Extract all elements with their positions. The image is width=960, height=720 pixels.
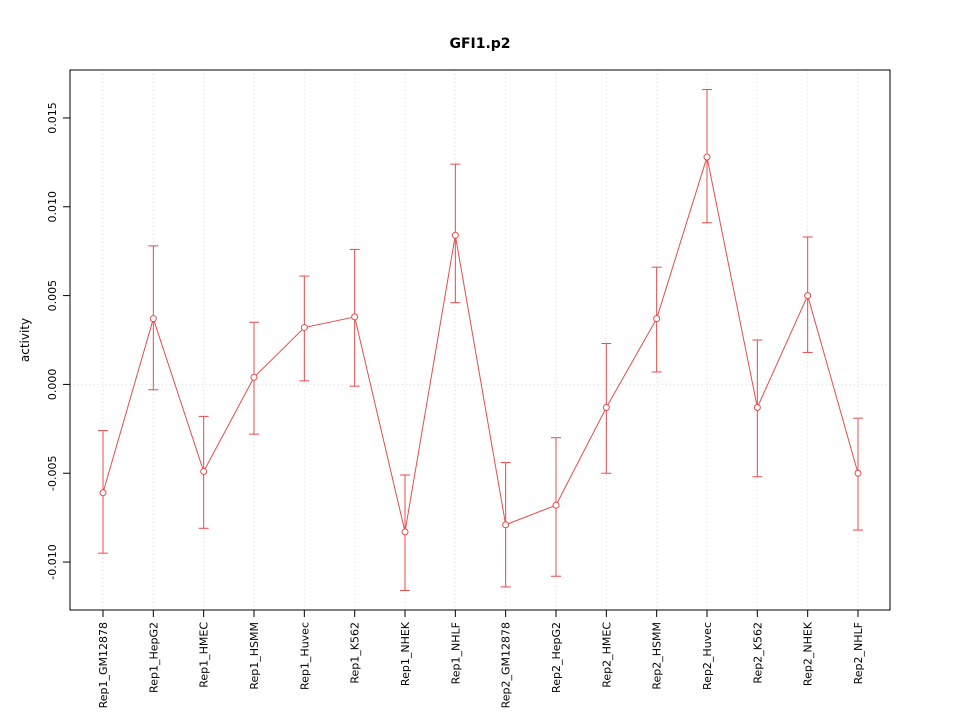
y-tick-label: 0.010	[46, 191, 59, 223]
chart-title: GFI1.p2	[449, 36, 511, 52]
data-point	[753, 404, 761, 411]
data-point	[451, 231, 459, 239]
x-tick-label: Rep1_Huvec	[298, 622, 311, 690]
y-tick-label: -0.010	[46, 544, 59, 579]
data-point	[149, 315, 157, 323]
data-point	[552, 501, 560, 509]
y-tick-label: 0.005	[46, 280, 59, 312]
x-tick-label: Rep2_NHLF	[852, 622, 865, 684]
data-point	[502, 521, 510, 529]
x-tick-label: Rep1_HepG2	[147, 622, 160, 693]
plot-box	[69, 69, 891, 611]
x-tick-label: Rep2_HepG2	[550, 622, 563, 693]
data-point	[653, 315, 661, 323]
x-tick-label: Rep2_NHEK	[802, 621, 815, 686]
data-point	[602, 404, 610, 411]
data-point	[300, 324, 308, 332]
y-tick-label: 0.015	[46, 102, 59, 134]
x-tick-label: Rep2_HSMM	[651, 622, 664, 690]
x-tick-label: Rep2_HMEC	[600, 622, 613, 688]
x-tick-label: Rep2_K562	[751, 622, 764, 684]
series-line	[102, 156, 859, 532]
y-tick-label: 0.000	[46, 369, 59, 401]
x-tick-label: Rep1_NHEK	[399, 621, 412, 686]
x-tick-label: Rep2_GM12878	[500, 622, 513, 708]
x-tick-label: Rep1_HMEC	[198, 622, 211, 688]
data-point	[351, 313, 359, 321]
data-point	[703, 153, 711, 161]
x-tick-label: Rep2_Huvec	[701, 622, 714, 690]
data-point	[854, 469, 862, 477]
x-tick-label: Rep1_K562	[349, 622, 362, 684]
y-axis-label: activity	[18, 317, 32, 363]
y-tick-label: -0.005	[46, 455, 59, 490]
x-tick-label: Rep1_HSMM	[248, 622, 261, 690]
data-point	[250, 373, 258, 381]
x-tick-label: Rep1_GM12878	[97, 622, 110, 708]
data-point	[401, 528, 409, 536]
data-point	[804, 292, 812, 300]
x-tick-label: Rep1_NHLF	[449, 622, 462, 684]
data-point	[200, 467, 208, 475]
data-point	[99, 489, 107, 497]
